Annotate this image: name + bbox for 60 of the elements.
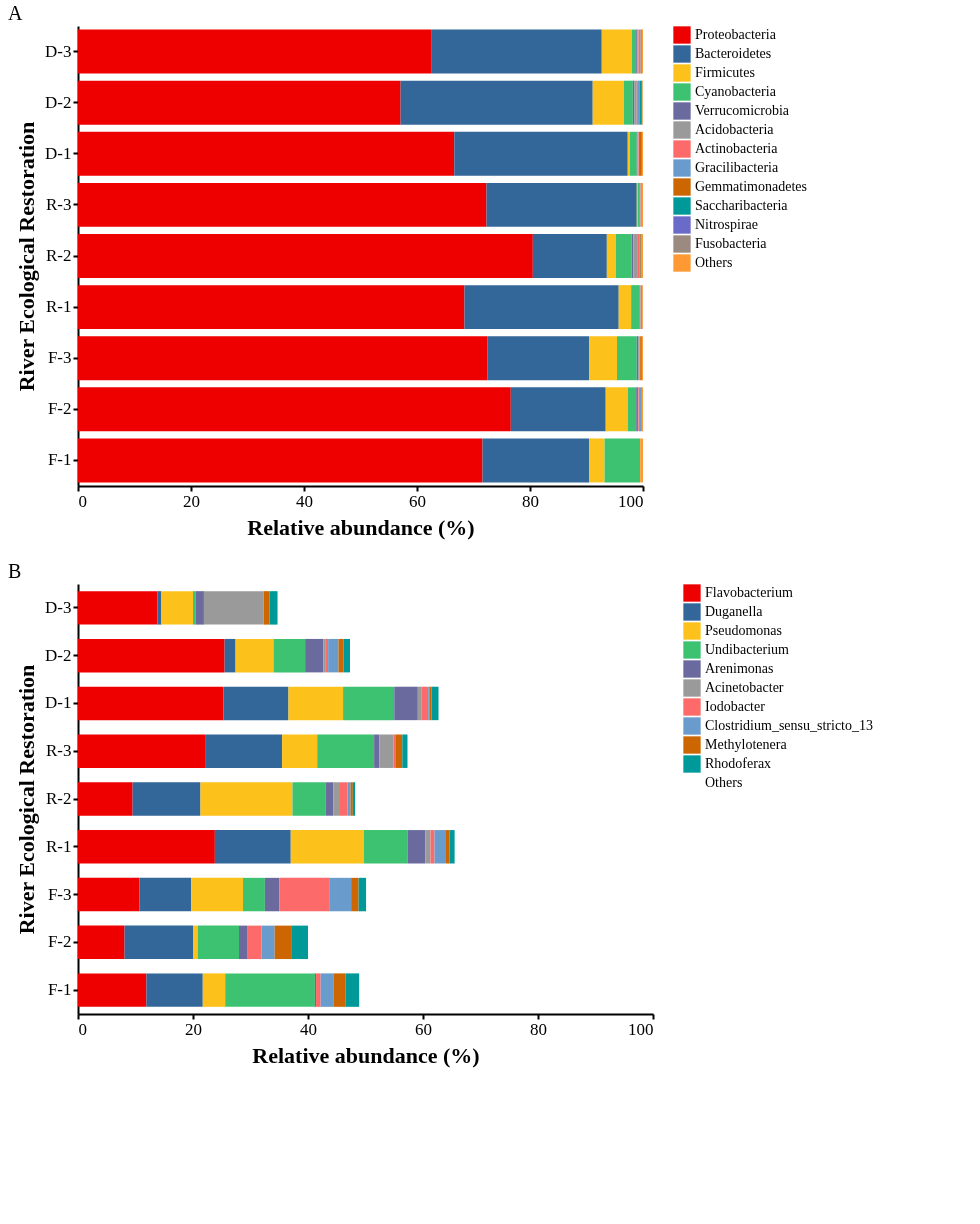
x-tick-label: 100 xyxy=(628,1019,654,1039)
y-tick-label: D-1 xyxy=(45,693,72,713)
x-tick-label: 80 xyxy=(530,1019,547,1039)
x-axis-title: Relative abundance (%) xyxy=(252,1042,480,1068)
legend-label: Firmicutes xyxy=(695,65,755,80)
x-tick-label: 40 xyxy=(300,1019,317,1039)
x-tick-label: 0 xyxy=(78,491,87,511)
x-tick-label: 20 xyxy=(183,491,200,511)
legend-label: Cyanobacteria xyxy=(695,84,777,99)
y-tick-label: D-3 xyxy=(45,41,72,61)
x-tick-label: 0 xyxy=(78,1019,87,1039)
y-tick-label: D-2 xyxy=(45,645,72,665)
x-tick-label: 80 xyxy=(522,491,539,511)
legend-label: Saccharibacteria xyxy=(695,198,789,213)
legend-label: Fusobacteria xyxy=(695,236,768,251)
y-tick-label: R-3 xyxy=(46,741,72,761)
legend-label: Rhodoferax xyxy=(705,756,772,771)
legend-label: Acinetobacter xyxy=(705,680,784,695)
legend-label: Verrucomicrobia xyxy=(695,103,790,118)
legend-label: Arenimonas xyxy=(705,661,774,676)
y-tick-label: F-1 xyxy=(47,980,72,1000)
y-tick-label: F-3 xyxy=(47,348,72,368)
chart-title: B xyxy=(8,560,22,582)
chart-title: A xyxy=(8,2,23,24)
x-tick-label: 20 xyxy=(185,1019,202,1039)
legend-label: Others xyxy=(695,255,733,270)
x-axis-title: Relative abundance (%) xyxy=(247,514,475,540)
y-tick-label: F-2 xyxy=(47,932,72,952)
legend-label: Bacteroidetes xyxy=(695,46,772,61)
y-tick-label: D-3 xyxy=(45,597,72,617)
y-tick-label: D-1 xyxy=(45,143,72,163)
legend-label: Proteobacteria xyxy=(695,27,777,42)
y-tick-label: R-2 xyxy=(46,246,72,265)
y-tick-label: R-2 xyxy=(46,789,72,808)
legend-label: Gracilibacteria xyxy=(695,160,779,175)
legend-label: Duganella xyxy=(705,604,764,619)
legend-label: Methylotenera xyxy=(705,737,788,752)
legend-label: Clostridium_sensu_stricto_13 xyxy=(705,718,873,733)
x-tick-label: 60 xyxy=(415,1019,432,1039)
y-axis-title: River Ecological Restoration xyxy=(14,664,40,935)
y-tick-label: R-1 xyxy=(46,297,72,317)
y-axis-title: River Ecological Restoration xyxy=(14,121,40,392)
x-tick-label: 100 xyxy=(618,491,644,511)
legend-label: Flavobacterium xyxy=(705,585,793,600)
legend-label: Nitrospirae xyxy=(695,217,758,232)
y-tick-label: D-2 xyxy=(45,92,72,112)
legend-label: Iodobacter xyxy=(705,699,766,714)
y-tick-label: F-3 xyxy=(47,884,72,904)
legend-label: Pseudomonas xyxy=(705,623,782,638)
legend-label: Actinobacteria xyxy=(695,141,779,156)
x-tick-label: 60 xyxy=(409,491,426,511)
y-tick-label: R-3 xyxy=(46,194,72,214)
y-tick-label: R-1 xyxy=(46,836,72,856)
text: Others xyxy=(705,775,743,790)
x-tick-label: 40 xyxy=(296,491,313,511)
y-tick-label: F-2 xyxy=(47,399,72,419)
legend-label: Undibacterium xyxy=(705,642,790,657)
legend-label: Acidobacteria xyxy=(695,122,775,137)
legend-label: Gemmatimonadetes xyxy=(695,179,807,194)
y-tick-label: F-1 xyxy=(47,450,72,470)
